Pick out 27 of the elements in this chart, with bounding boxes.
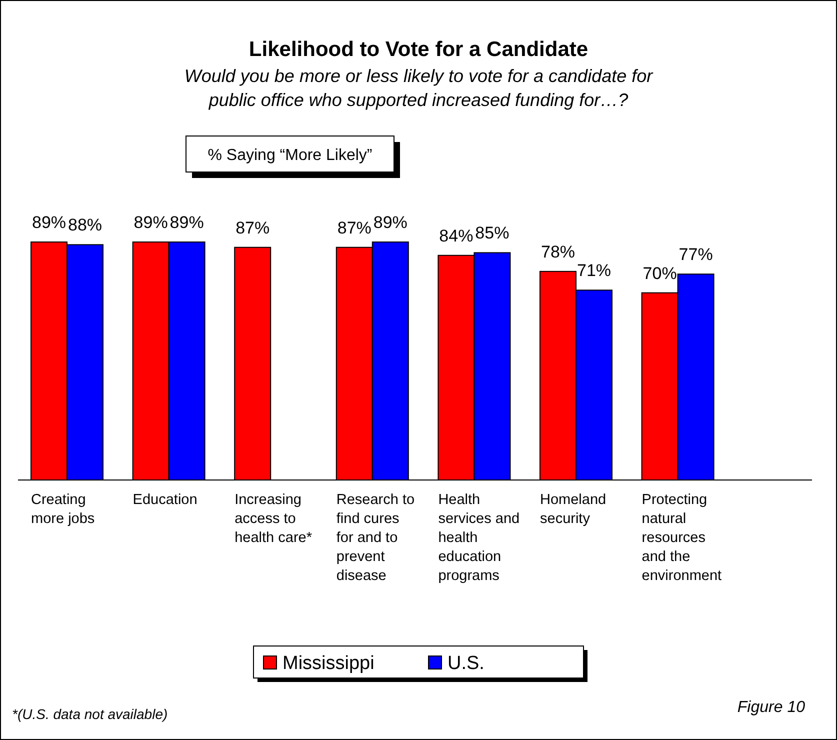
data-label: 88% — [68, 216, 102, 235]
legend-label: U.S. — [448, 653, 484, 674]
x-tick-label: Protecting natural resources and the environment — [642, 492, 722, 584]
legend-label: Mississippi — [282, 653, 374, 674]
chart-subtitle: Would you be more or less likely to vote for a candidate for public office who supported increased funding for…? — [184, 66, 654, 110]
data-label: 87% — [337, 218, 372, 238]
x-tick-label: Increasing access to health care* — [234, 492, 312, 546]
chart-title: Likelihood to Vote for a Candidate — [248, 38, 588, 61]
x-tick-label: Health services and health education programs — [438, 492, 520, 584]
text: *(U.S. data not available) — [12, 706, 168, 722]
data-label: 84% — [439, 226, 474, 246]
x-tick-label: Homeland security — [540, 492, 606, 527]
x-tick-label: Creating more jobs — [31, 492, 95, 527]
data-label: 71% — [576, 261, 612, 280]
data-label: 89% — [32, 213, 66, 232]
x-tick-label: Research to find cures for and to prevent disease — [336, 492, 415, 584]
data-label: 87% — [236, 218, 270, 238]
data-label: 89% — [373, 213, 408, 232]
data-label: 77% — [678, 245, 713, 264]
caption: Figure 10 — [737, 699, 806, 716]
data-label: 89% — [134, 213, 168, 232]
data-label: 70% — [642, 264, 677, 283]
data-label: 78% — [540, 242, 576, 262]
text: % Saying “More Likely” — [208, 147, 372, 164]
x-tick-label: Education — [132, 492, 198, 508]
data-label: 85% — [475, 224, 510, 243]
data-label: 89% — [170, 213, 204, 232]
